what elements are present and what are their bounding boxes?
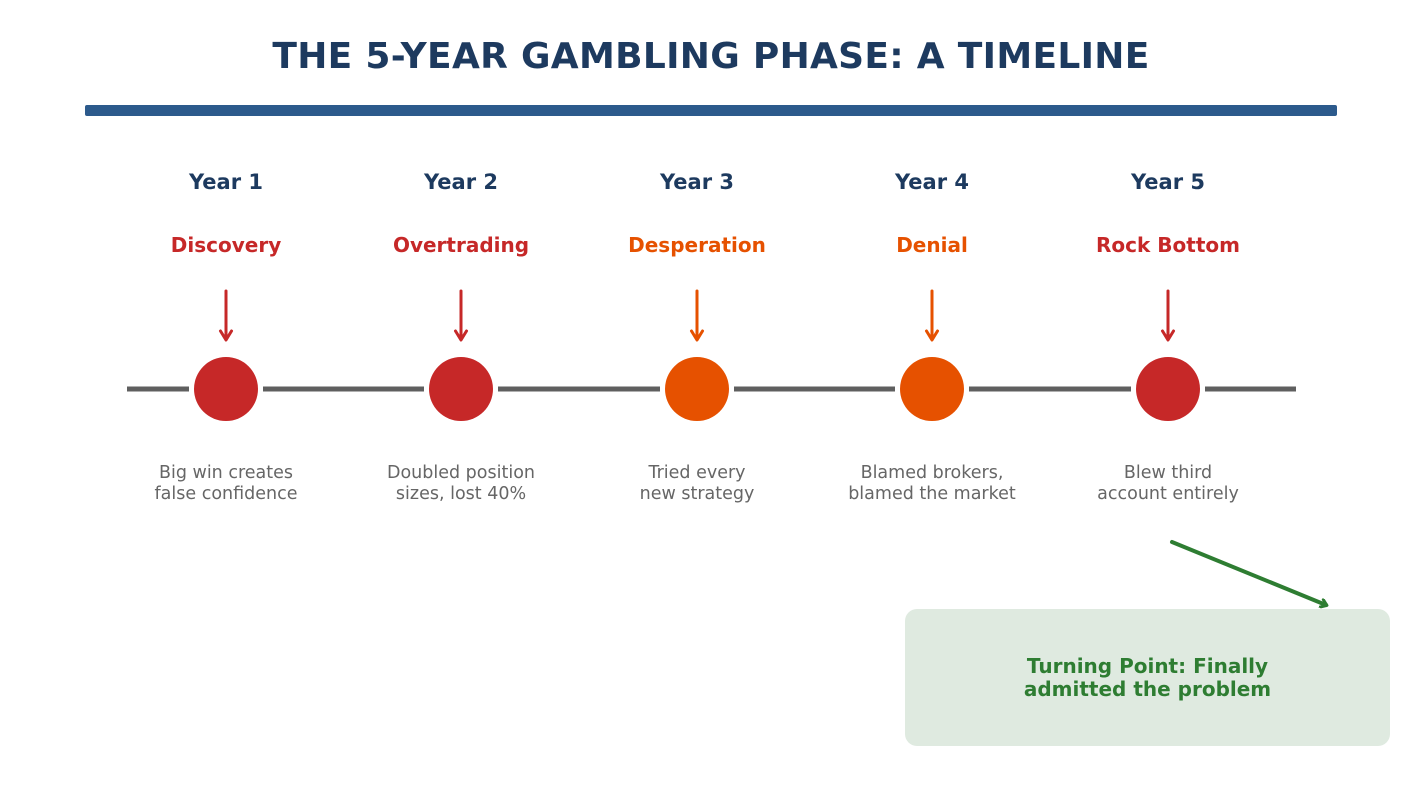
timeline-events	[194, 289, 1200, 421]
title-divider	[85, 105, 1337, 116]
turning-point-text: Turning Point: Finally admitted the prob…	[1023, 653, 1272, 701]
event-marker	[194, 289, 258, 421]
event-description: Doubled position sizes, lost 40%	[387, 463, 535, 504]
event-marker	[665, 289, 729, 421]
event-dot	[1136, 357, 1200, 421]
event-marker	[900, 289, 964, 421]
turning-point-callout: Turning Point: Finally admitted the prob…	[905, 609, 1390, 746]
event-year: Year 3	[660, 170, 734, 194]
event-year: Year 1	[189, 170, 263, 194]
event-year: Year 4	[895, 170, 969, 194]
event-phase: Discovery	[170, 233, 282, 257]
event-marker	[1136, 289, 1200, 421]
arrow-head	[925, 329, 939, 342]
event-dot	[194, 357, 258, 421]
event-dot	[900, 357, 964, 421]
event-phase: Overtrading	[392, 233, 530, 257]
event-phase: Denial	[896, 233, 968, 257]
event-phase: Rock Bottom	[1096, 233, 1240, 257]
turning-point-arrow	[1170, 540, 1326, 605]
event-description: Blew third account entirely	[1097, 463, 1239, 504]
event-dot	[429, 357, 493, 421]
event-year: Year 2	[424, 170, 498, 194]
event-phase: Desperation	[628, 233, 766, 257]
event-dot	[665, 357, 729, 421]
event-description: Big win creates false confidence	[154, 463, 298, 504]
event-description: Blamed brokers, blamed the market	[848, 463, 1016, 504]
arrow-head	[219, 329, 233, 342]
arrow-head	[690, 329, 704, 342]
arrow-head	[454, 329, 468, 342]
page-title: THE 5-YEAR GAMBLING PHASE: A TIMELINE	[272, 36, 1150, 77]
event-description: Tried every new strategy	[639, 463, 755, 504]
event-year: Year 5	[1131, 170, 1205, 194]
event-marker	[429, 289, 493, 421]
arrow-head	[1161, 329, 1175, 342]
